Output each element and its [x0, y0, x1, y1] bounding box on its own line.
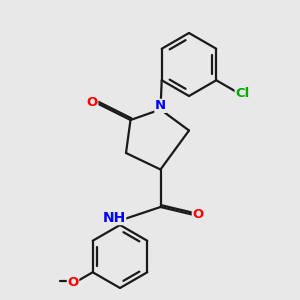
- Text: NH: NH: [102, 211, 126, 224]
- Text: O: O: [86, 95, 98, 109]
- Text: O: O: [192, 208, 204, 221]
- Text: O: O: [68, 275, 79, 289]
- Text: N: N: [155, 99, 166, 112]
- Text: Cl: Cl: [235, 86, 250, 100]
